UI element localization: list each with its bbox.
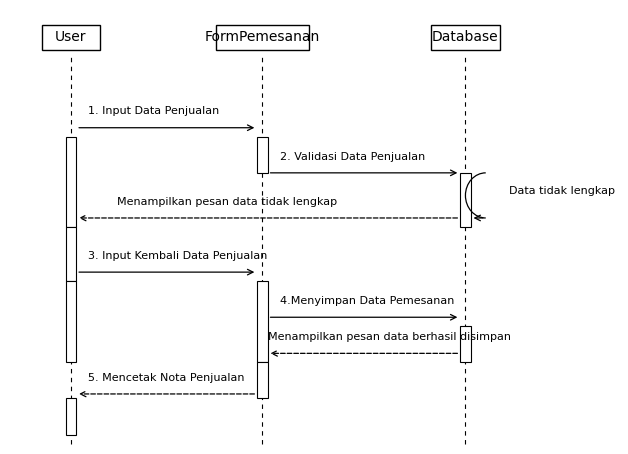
Bar bbox=[460, 326, 470, 362]
Bar bbox=[66, 137, 76, 227]
Bar bbox=[257, 362, 268, 399]
Text: Data tidak lengkap: Data tidak lengkap bbox=[509, 186, 615, 196]
Text: Database: Database bbox=[432, 30, 499, 44]
Text: User: User bbox=[55, 30, 87, 44]
Text: 1. Input Data Penjualan: 1. Input Data Penjualan bbox=[89, 106, 220, 116]
Bar bbox=[66, 281, 76, 362]
Text: 4.Menyimpan Data Pemesanan: 4.Menyimpan Data Pemesanan bbox=[280, 296, 454, 306]
FancyBboxPatch shape bbox=[42, 25, 100, 50]
Text: Menampilkan pesan data berhasil disimpan: Menampilkan pesan data berhasil disimpan bbox=[268, 332, 511, 342]
Text: 5. Mencetak Nota Penjualan: 5. Mencetak Nota Penjualan bbox=[89, 373, 245, 383]
Bar bbox=[66, 227, 76, 281]
Bar bbox=[66, 399, 76, 434]
Bar bbox=[257, 137, 268, 173]
Text: FormPemesanan: FormPemesanan bbox=[205, 30, 320, 44]
Text: Menampilkan pesan data tidak lengkap: Menampilkan pesan data tidak lengkap bbox=[117, 197, 337, 207]
Bar bbox=[460, 173, 470, 227]
Text: 3. Input Kembali Data Penjualan: 3. Input Kembali Data Penjualan bbox=[89, 251, 268, 261]
Text: 2. Validasi Data Penjualan: 2. Validasi Data Penjualan bbox=[280, 152, 425, 162]
FancyBboxPatch shape bbox=[216, 25, 309, 50]
Bar bbox=[257, 281, 268, 362]
FancyBboxPatch shape bbox=[431, 25, 501, 50]
